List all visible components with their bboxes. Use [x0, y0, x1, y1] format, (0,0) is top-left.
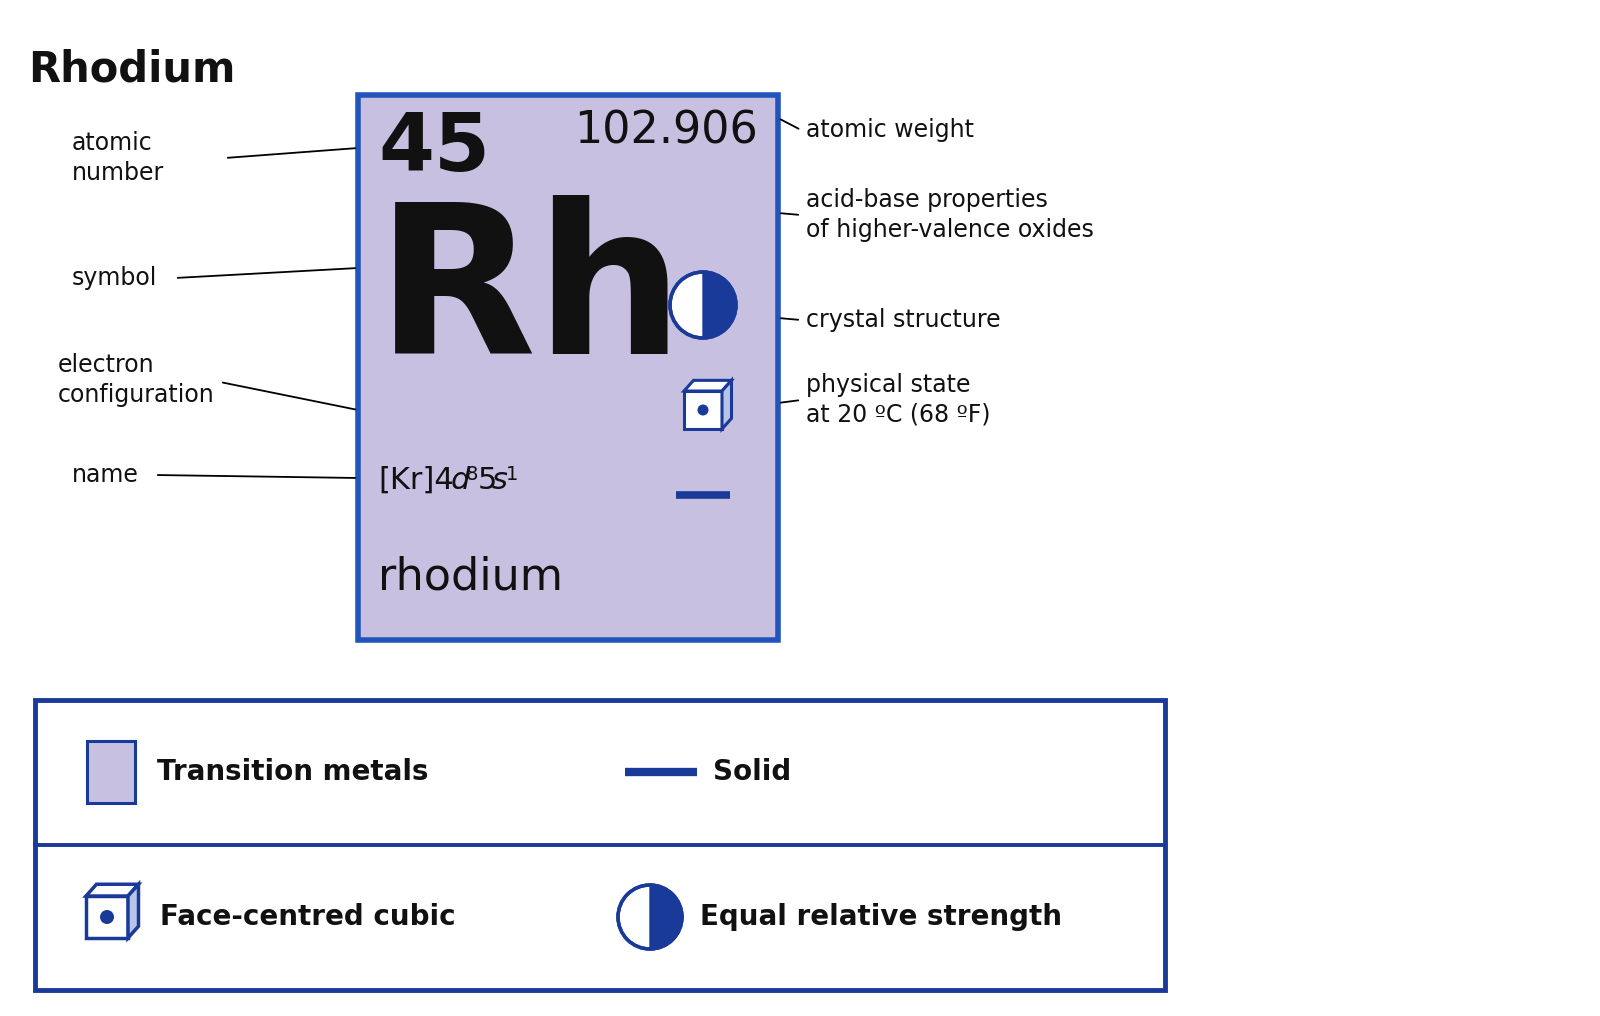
- Polygon shape: [86, 896, 128, 938]
- Polygon shape: [722, 380, 731, 429]
- Text: 8: 8: [466, 465, 478, 484]
- Text: 45: 45: [378, 110, 490, 188]
- Text: Solid: Solid: [714, 758, 792, 786]
- Bar: [358, 96, 778, 640]
- Text: symbol: symbol: [72, 266, 157, 290]
- Polygon shape: [685, 380, 731, 391]
- Circle shape: [618, 885, 682, 949]
- Text: physical state
at 20 ºC (68 ºF): physical state at 20 ºC (68 ºF): [806, 373, 990, 427]
- Text: atomic weight: atomic weight: [806, 118, 974, 142]
- Text: [Kr]4: [Kr]4: [378, 466, 454, 495]
- Text: Transition metals: Transition metals: [157, 758, 429, 786]
- Polygon shape: [86, 884, 139, 896]
- Circle shape: [670, 272, 736, 338]
- Polygon shape: [128, 884, 139, 938]
- Text: d: d: [451, 466, 470, 495]
- Text: s: s: [493, 466, 507, 495]
- Text: 1: 1: [506, 465, 518, 484]
- Text: crystal structure: crystal structure: [806, 308, 1000, 332]
- Text: electron
configuration: electron configuration: [58, 354, 214, 406]
- Text: atomic
number: atomic number: [72, 131, 165, 185]
- Text: Face-centred cubic: Face-centred cubic: [160, 903, 456, 931]
- Polygon shape: [650, 885, 682, 949]
- Bar: [86, 741, 134, 803]
- Text: name: name: [72, 463, 139, 487]
- Bar: [35, 700, 1165, 990]
- Text: 102.906: 102.906: [574, 110, 758, 153]
- Polygon shape: [685, 391, 722, 429]
- Text: Rhodium: Rhodium: [29, 48, 235, 90]
- Circle shape: [99, 910, 114, 924]
- Polygon shape: [702, 272, 736, 338]
- Text: rhodium: rhodium: [378, 555, 563, 598]
- Text: Equal relative strength: Equal relative strength: [701, 903, 1062, 931]
- Text: 5: 5: [478, 466, 498, 495]
- Text: Rh: Rh: [376, 195, 685, 397]
- Circle shape: [698, 404, 709, 416]
- Text: acid-base properties
of higher-valence oxides: acid-base properties of higher-valence o…: [806, 188, 1094, 242]
